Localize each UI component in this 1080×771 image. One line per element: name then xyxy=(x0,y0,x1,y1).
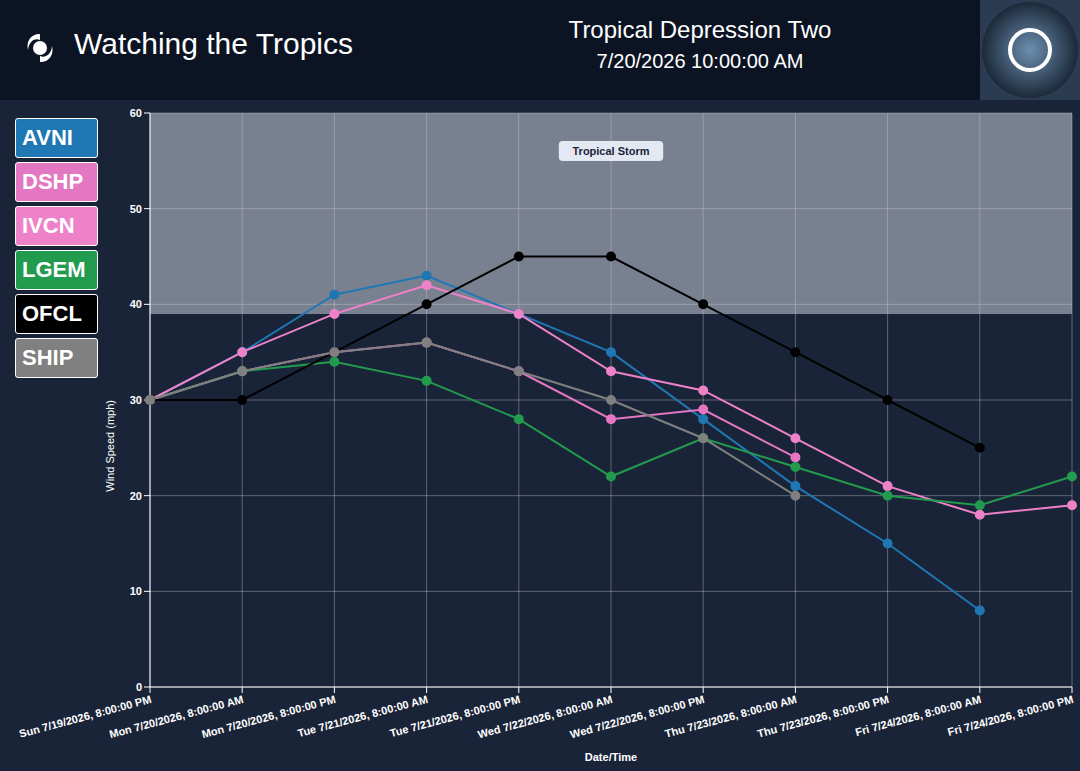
html-text:Watching the Tropics: Watching the Tropics xyxy=(74,27,353,60)
svg-text:30: 30 xyxy=(130,394,142,406)
svg-text:0: 0 xyxy=(136,681,142,693)
svg-text:Tue 7/21/2026, 8:00:00 AM: Tue 7/21/2026, 8:00:00 AM xyxy=(296,692,430,740)
svg-text:Thu 7/23/2026, 8:00:00 AM: Thu 7/23/2026, 8:00:00 AM xyxy=(663,692,798,740)
svg-text:Wed 7/22/2026, 8:00:00 AM: Wed 7/22/2026, 8:00:00 AM xyxy=(476,692,614,741)
svg-text:Sun 7/19/2026, 8:00:00 PM: Sun 7/19/2026, 8:00:00 PM xyxy=(17,692,153,740)
svg-text:Wind Speed (mph): Wind Speed (mph) xyxy=(104,400,116,492)
svg-text:Mon 7/20/2026, 8:00:00 PM: Mon 7/20/2026, 8:00:00 PM xyxy=(200,692,337,741)
svg-text:Tue 7/21/2026, 8:00:00 PM: Tue 7/21/2026, 8:00:00 PM xyxy=(388,692,522,740)
html-text:OFCL: OFCL xyxy=(22,301,82,326)
svg-text:Tropical Storm: Tropical Storm xyxy=(572,145,649,157)
html-text:DSHP: DSHP xyxy=(22,169,84,194)
svg-text:Fri 7/24/2026, 8:00:00 AM: Fri 7/24/2026, 8:00:00 AM xyxy=(853,692,983,739)
html-text:LGEM: LGEM xyxy=(22,257,86,282)
html-text:IVCN: IVCN xyxy=(22,213,75,238)
svg-text:Date/Time: Date/Time xyxy=(585,751,637,763)
svg-text:20: 20 xyxy=(130,490,142,502)
svg-text:60: 60 xyxy=(130,107,142,119)
html-text:SHIP: SHIP xyxy=(22,345,74,370)
svg-text:50: 50 xyxy=(130,203,142,215)
svg-text:Mon 7/20/2026, 8:00:00 AM: Mon 7/20/2026, 8:00:00 AM xyxy=(108,692,245,741)
svg-text:Fri 7/24/2026, 8:00:00 PM: Fri 7/24/2026, 8:00:00 PM xyxy=(946,693,1074,738)
html-text:Tropical Depression Two: Tropical Depression Two xyxy=(568,16,832,43)
html-text:AVNI: AVNI xyxy=(22,125,73,150)
svg-text:Thu 7/23/2026, 8:00:00 PM: Thu 7/23/2026, 8:00:00 PM xyxy=(755,692,891,740)
html-text:7/20/2026 10:00:00 AM: 7/20/2026 10:00:00 AM xyxy=(596,50,804,72)
svg-text:Wed 7/22/2026, 8:00:00 PM: Wed 7/22/2026, 8:00:00 PM xyxy=(568,692,706,741)
svg-text:40: 40 xyxy=(130,298,142,310)
svg-text:10: 10 xyxy=(130,585,142,597)
